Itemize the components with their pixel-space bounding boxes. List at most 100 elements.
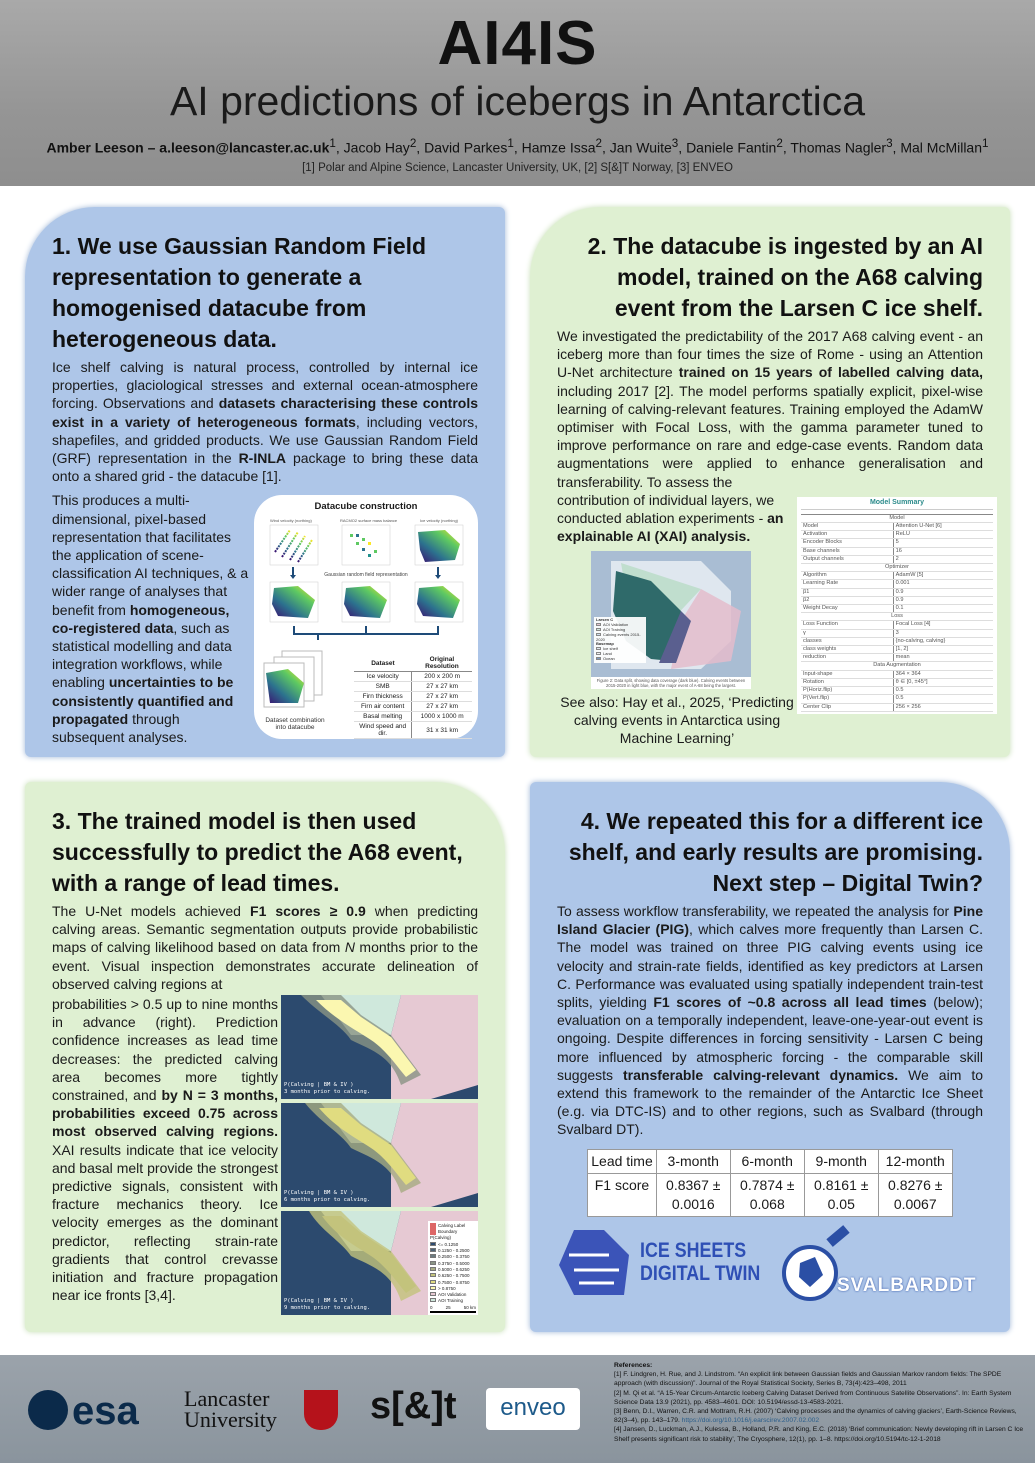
section-title: Model: [801, 513, 993, 524]
table-row: Base channels 16: [801, 547, 993, 556]
map-label: P(Calving | BM & IV ): [284, 1190, 354, 1197]
text-run: months prior to the event. Visual inspec…: [52, 939, 478, 992]
prediction-maps: P(Calving | BM & IV ) 3 months prior to c…: [281, 995, 478, 1319]
map-label: 3 months prior to calving.: [284, 1089, 371, 1096]
author-name: Amber Leeson – a.leeson@lancaster.ac.uk: [46, 139, 330, 156]
text-run: uncertainties to be consistently quantif…: [52, 674, 234, 727]
text-run: XAI results indicate that ice velocity a…: [52, 1141, 278, 1304]
text-run: when predicting calving areas. Semantic …: [52, 903, 479, 956]
legend-item: 0.5000 - 0.6250: [430, 1266, 476, 1273]
smb-plot: [341, 525, 391, 566]
datacube-figure: Datacube construction Wind velocity (nor…: [254, 495, 478, 740]
table-row: β2 0.9: [801, 596, 993, 606]
parameter-name: Weight Decay: [801, 604, 894, 614]
table-row: classes {no-calving, calving}: [801, 637, 993, 647]
parameter-value: mean: [893, 653, 993, 663]
panel-1-paragraph-2: This produces a multi-dimensional, pixel…: [52, 491, 250, 746]
map-label: P(Calving | BM & IV ): [284, 1298, 354, 1305]
text-run: Pine Island Glacier (PIG): [557, 903, 983, 938]
section-title: Loss: [801, 612, 993, 622]
model-summary-table: Model Summary Model Model Attention U-Net …: [797, 496, 997, 714]
table-cell: 31 x 31 km: [411, 721, 472, 740]
table-row: Encoder Blocks 5: [801, 538, 993, 548]
map-legend-item: Calving events 2015-2020: [596, 632, 644, 643]
table-row: Model Attention U-Net [6]: [801, 522, 993, 532]
legend-item: 0.3750 - 0.5000: [430, 1260, 476, 1267]
table-row: Firn thickness 27 x 27 km: [354, 691, 472, 703]
table-row: P(Horiz.flip) 0.5: [801, 686, 993, 696]
table-row: Output channels 2: [801, 555, 993, 565]
model-summary-title: Model Summary: [801, 499, 993, 510]
parameter-name: P(Vert.flip): [801, 694, 894, 704]
author-name: David Parkes: [424, 139, 508, 156]
text-run: We investigated the predictability of th…: [557, 328, 983, 381]
author-affiliation-number: 1: [982, 137, 989, 150]
legend-swatch: [430, 1248, 436, 1253]
datacube-figure-title: Datacube construction: [314, 501, 418, 513]
text-run: , such as statistical modelling and data…: [52, 619, 232, 691]
legend-label: > 0.8750: [438, 1285, 456, 1291]
table-cell: 27 x 27 km: [411, 701, 472, 713]
table-row: Rotation θ ∈ [0, ±45°]: [801, 678, 993, 688]
f1-score-value: 0.8276 ± 0.0067: [877, 1172, 953, 1217]
legend-swatch: [430, 1241, 436, 1246]
text-run: , including vectors, shapefiles, and gri…: [52, 413, 478, 467]
text-run: F1 scores of ~0.8 across all lead times: [653, 994, 927, 1011]
scale-label: 25: [445, 1304, 451, 1310]
legend-swatch: [596, 647, 601, 651]
map-legend-label: AOI Validation: [603, 622, 629, 628]
table-row: Loss Function Focal Loss [4]: [801, 620, 993, 630]
panel-label: Ice velocity (northing): [420, 518, 459, 523]
legend-swatch: [596, 656, 601, 660]
table-cell: 27 x 27 km: [411, 691, 472, 703]
legend-swatch: [430, 1298, 436, 1303]
text-run: R-INLA: [238, 450, 286, 467]
author-name: Hamze Issa: [521, 139, 596, 156]
f1-score-value: 0.7874 ± 0.068: [729, 1172, 805, 1217]
legend-title: P(Calving): [430, 1235, 452, 1241]
parameter-value: [1, 2]: [893, 645, 993, 655]
parameter-value: 0.9: [893, 596, 993, 606]
wind-velocity-plot: [269, 525, 319, 566]
combination-label: Dataset combination into datacube: [265, 717, 325, 732]
panel-3-heading: 3. The trained model is then used succes…: [52, 808, 463, 896]
parameter-name: γ: [801, 629, 894, 638]
table-row: P(Vert.flip) 0.5: [801, 694, 993, 704]
table-cell: Wind speed and dir.: [354, 721, 413, 740]
author-affiliation-number: 2: [409, 137, 417, 150]
column-header: Original Resolution: [411, 655, 472, 673]
text-run: homogeneous, co-registered data: [52, 601, 230, 636]
table-row: SMB 27 x 27 km: [354, 681, 472, 693]
prediction-map: P(Calving | BM & IV ) 6 months prior to c…: [281, 1103, 478, 1208]
legend-label: 0.7500 - 0.8750: [438, 1279, 470, 1285]
poster-footer: esa Lancaster University s[&]t enveo Refe…: [0, 1355, 1035, 1463]
panel-2-paragraph-1: We investigated the predictability of th…: [557, 327, 983, 491]
map-legend-label: AOI Training: [603, 627, 626, 633]
references: References: [1] F. Lindgren, H. Rue, and…: [614, 1361, 1029, 1444]
map-legend-item: Ocean: [596, 656, 644, 662]
data-split-map-figure: Larsen C AOI Validation AOI Training Calvin…: [591, 551, 751, 690]
legend-label: AOI Training: [438, 1298, 464, 1304]
text-run: (below); evaluation on a temporally inde…: [557, 994, 983, 1083]
text-run: N: [344, 939, 355, 956]
panel-4-paragraph: To assess workflow transferability, we r…: [557, 902, 983, 1139]
text-run: F1 scores ≥ 0.9: [250, 903, 366, 919]
scale-label: 0: [430, 1304, 433, 1310]
parameter-name: Loss Function: [801, 620, 894, 630]
parameter-value: 3: [893, 629, 993, 638]
table-row: Wind speed and dir. 31 x 31 km: [354, 721, 472, 740]
poster-title: AI4IS: [437, 9, 598, 78]
ice-sheets-digital-twin-logo: ICE SHEETS DIGITAL TWIN: [554, 1225, 760, 1305]
legend-label: 0.5000 - 0.6250: [438, 1266, 470, 1272]
panel-label: Wind velocity (northing): [270, 518, 312, 523]
map-label: 6 months prior to calving.: [284, 1197, 371, 1204]
map-label-block: P(Calving | BM & IV ) 6 months prior to c…: [284, 1190, 370, 1204]
author-affiliation-number: 3: [671, 137, 679, 150]
parameter-value: 0.9: [893, 588, 993, 597]
reference-link[interactable]: https://doi.org/10.1016/j.earscirev.2007…: [681, 1417, 820, 1425]
prediction-map: P(Calving | BM & IV ) 3 months prior to c…: [281, 995, 478, 1100]
map-legend-label: Land: [603, 651, 612, 657]
author-name: Thomas Nagler: [790, 139, 887, 156]
panel-1-paragraph-1: Ice shelf calving is natural process, co…: [52, 358, 478, 485]
text-run: To assess workflow transferability, we r…: [557, 903, 954, 919]
